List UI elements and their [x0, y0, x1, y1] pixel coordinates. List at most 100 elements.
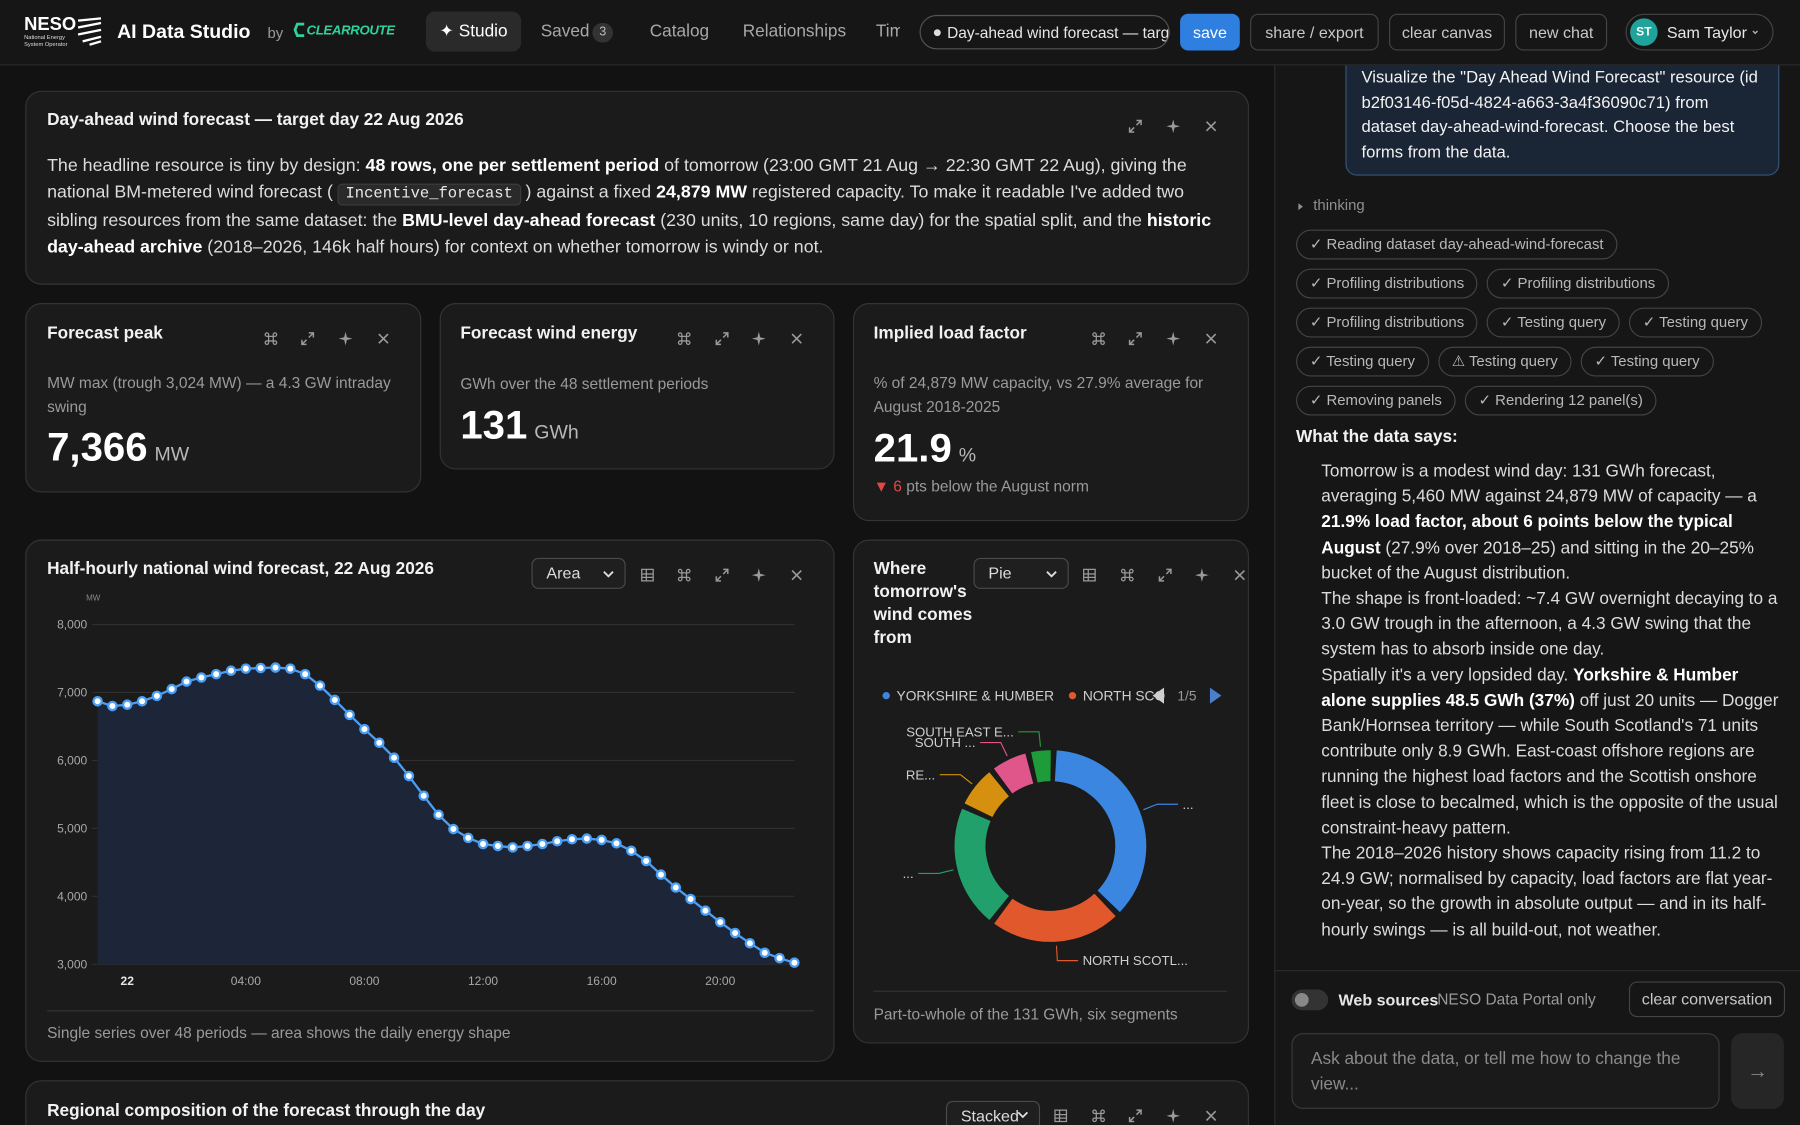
kpi-value-row: 21.9% — [874, 426, 976, 479]
text-run: Yorkshire & Humber alone supplies 48.5 G… — [1321, 665, 1739, 711]
icon-spark[interactable] — [751, 331, 767, 347]
icon-spark[interactable] — [1165, 331, 1181, 347]
icon-expand[interactable] — [1127, 1108, 1143, 1124]
by-label: by — [267, 24, 284, 42]
partner-logo: CLEARROUTE — [306, 24, 396, 38]
view-select[interactable]: Stacked — [945, 1100, 1041, 1125]
text-run: historic day-ahead archive — [47, 211, 1212, 258]
user-name: Sam Taylor — [1666, 22, 1747, 42]
icon-expand[interactable] — [1157, 567, 1173, 583]
kpi-value: 7,366 — [47, 424, 148, 470]
app-title: AI Data Studio — [117, 20, 251, 43]
text-run: (2018–2026, 146k half hours) for context… — [202, 237, 824, 258]
icon-expand[interactable] — [1127, 118, 1143, 134]
save-button[interactable]: save — [1180, 13, 1240, 51]
icon-cmd[interactable] — [676, 331, 692, 347]
icon-grid[interactable] — [639, 567, 655, 583]
icon-close[interactable] — [1203, 118, 1219, 134]
tab-timeline[interactable]: Tim — [875, 21, 900, 42]
user-menu[interactable]: ST Sam Taylor — [1625, 13, 1774, 51]
icon-chev[interactable] — [1043, 566, 1059, 582]
view-select[interactable]: Pie — [973, 557, 1069, 589]
analysis-heading: What the data says: — [1296, 427, 1458, 447]
chart-note: Part-to-whole of the 131 GWh, six segmen… — [873, 1005, 1178, 1023]
chart-panel: Half-hourly national wind forecast, 22 A… — [25, 539, 835, 1062]
icon-cmd[interactable] — [1119, 567, 1135, 583]
analysis-paragraph: The shape is front-loaded: ~7.4 GW overn… — [1321, 587, 1786, 663]
chat-input[interactable]: Ask about the data, or tell me how to ch… — [1291, 1033, 1720, 1109]
icon-spark[interactable] — [1194, 567, 1210, 583]
code-run: Incentive_forecast — [337, 183, 521, 206]
kpi-title: Forecast wind energy — [460, 323, 638, 344]
text-run: The headline resource is tiny by design: — [47, 156, 366, 176]
icon-close[interactable] — [375, 331, 391, 347]
icon-spark[interactable] — [1165, 118, 1181, 134]
chart-panel: Where tomorrow's wind comes from Pie Par… — [852, 539, 1249, 1044]
clear-canvas-button[interactable]: clear canvas — [1389, 13, 1505, 51]
chat-panel: Visualize the "Day Ahead Wind Forecast" … — [1274, 52, 1800, 1125]
icon-close[interactable] — [1232, 567, 1248, 583]
analysis-paragraph: Tomorrow is a modest wind day: 131 GWh f… — [1321, 459, 1786, 586]
icon-expand[interactable] — [1127, 331, 1143, 347]
kpi-card: Forecast peak MW max (trough 3,024 MW) —… — [25, 303, 422, 493]
icon-grid[interactable] — [1081, 567, 1097, 583]
step-chip: ✓ Rendering 12 panel(s) — [1464, 385, 1657, 416]
brand-mark — [77, 17, 102, 46]
step-chip: ⚠ Testing query — [1437, 346, 1572, 377]
icon-close[interactable] — [789, 567, 805, 583]
tab-studio[interactable]: ✦ Studio — [425, 11, 522, 52]
tab-relationships[interactable]: Relationships — [742, 21, 847, 42]
icon-spark[interactable] — [337, 331, 353, 347]
icon-chev[interactable] — [600, 566, 616, 582]
icon-cmd[interactable] — [1091, 331, 1107, 347]
step-chip: ✓ Profiling distributions — [1296, 307, 1478, 338]
icon-cmd[interactable] — [263, 331, 279, 347]
toggle-knob — [1294, 992, 1309, 1007]
icon-cmd[interactable] — [1091, 1108, 1107, 1124]
text-run: off just 20 units — Dogger Bank/Hornsea … — [1321, 690, 1779, 838]
icon-spark[interactable] — [1165, 1108, 1181, 1124]
icon-close[interactable] — [1203, 331, 1219, 347]
icon-expand[interactable] — [300, 331, 316, 347]
send-button[interactable]: → — [1731, 1033, 1784, 1109]
user-message: Visualize the "Day Ahead Wind Forecast" … — [1345, 52, 1780, 176]
clear-conversation-button[interactable]: clear conversation — [1628, 981, 1786, 1018]
tab-catalog[interactable]: Catalog — [649, 21, 710, 42]
share-button[interactable]: share / export — [1250, 13, 1379, 51]
chart-note: Single series over 48 periods — area sho… — [47, 1023, 511, 1042]
icon-spark[interactable] — [751, 567, 767, 583]
icon-expand[interactable] — [714, 567, 730, 583]
text-run: (230 units, 10 regions, same day) for th… — [655, 211, 1147, 231]
text-run: ) against a fixed — [525, 182, 657, 203]
step-chip: ✓ Testing query — [1629, 307, 1762, 338]
panel-body: The headline resource is tiny by design:… — [47, 153, 1229, 261]
view-select[interactable]: Area — [531, 557, 626, 589]
icon-chev[interactable] — [1015, 1107, 1031, 1123]
kpi-unit: MW — [154, 443, 190, 465]
tab-saved[interactable]: Saved — [540, 21, 590, 42]
thinking-toggle[interactable]: thinking — [1313, 196, 1365, 214]
chart-title: Half-hourly national wind forecast, 22 A… — [47, 559, 434, 579]
icon-grid[interactable] — [1053, 1108, 1069, 1124]
icon-close[interactable] — [789, 331, 805, 347]
step-chip: ✓ Testing query — [1296, 346, 1429, 377]
kpi-delta: ▼ 6 pts below the August norm — [874, 478, 1089, 495]
composition-panel: Regional composition of the forecast thr… — [25, 1080, 1249, 1125]
new-chat-button[interactable]: new chat — [1515, 13, 1608, 51]
text-run: The 2018–2026 history shows capacity ris… — [1321, 843, 1773, 940]
analysis-text: Tomorrow is a modest wind day: 131 GWh f… — [1321, 459, 1786, 943]
icon-cmd[interactable] — [676, 567, 692, 583]
icon-caret — [1298, 203, 1303, 211]
text-run: 21.9% load factor, about 6 points below … — [1321, 512, 1733, 558]
step-chip: ✓ Reading dataset day-ahead-wind-forecas… — [1296, 229, 1618, 260]
icon-close[interactable] — [1203, 1108, 1219, 1124]
chip-dot — [933, 29, 941, 37]
resource-chip[interactable]: Day-ahead wind forecast — targe — [919, 14, 1170, 50]
text-run: Spatially it's a very lopsided day. — [1321, 665, 1574, 685]
web-sources-toggle[interactable] — [1291, 989, 1329, 1011]
header: NESO National Energy System Operator AI … — [0, 0, 1800, 66]
panel-title: Day-ahead wind forecast — target day 22 … — [47, 110, 464, 130]
icon-expand[interactable] — [714, 331, 730, 347]
